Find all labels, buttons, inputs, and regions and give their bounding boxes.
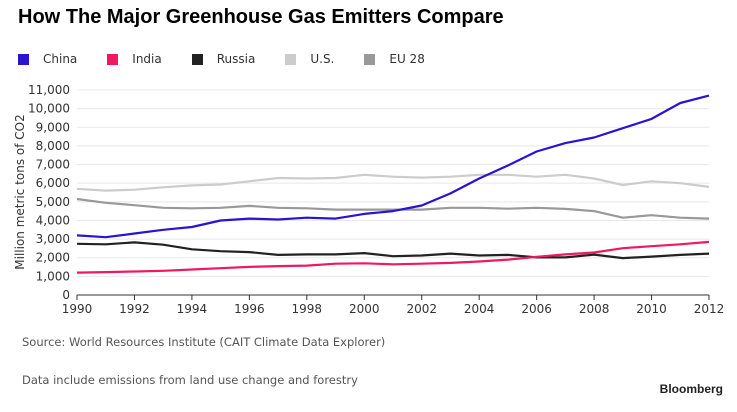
y-tick-label: 11,000 bbox=[28, 83, 70, 97]
legend-label: Russia bbox=[216, 52, 256, 66]
x-tick-label: 1998 bbox=[292, 302, 323, 316]
x-tick-label: 2004 bbox=[464, 302, 495, 316]
y-tick-label: 6,000 bbox=[36, 176, 70, 190]
legend: China India Russia U.S. EU 28 bbox=[18, 52, 455, 66]
legend-item: Russia bbox=[191, 52, 256, 66]
bloomberg-logo: Bloomberg bbox=[659, 382, 723, 396]
legend-item: U.S. bbox=[285, 52, 334, 66]
series-line-u-s- bbox=[76, 173, 710, 192]
legend-label: India bbox=[132, 52, 162, 66]
footnote: Data include emissions from land use cha… bbox=[22, 373, 358, 387]
source-note: Source: World Resources Institute (CAIT … bbox=[22, 335, 386, 349]
x-tick-label: 1992 bbox=[119, 302, 150, 316]
x-tick-label: 2002 bbox=[406, 302, 437, 316]
series-line-india bbox=[76, 240, 710, 274]
y-tick-label: 4,000 bbox=[36, 213, 70, 227]
x-tick-label: 2000 bbox=[349, 302, 380, 316]
legend-label: EU 28 bbox=[389, 52, 425, 66]
legend-label: China bbox=[43, 52, 78, 66]
legend-item: EU 28 bbox=[364, 52, 425, 66]
legend-label: U.S. bbox=[310, 52, 335, 66]
x-tick-label: 2008 bbox=[579, 302, 610, 316]
legend-swatch bbox=[18, 53, 29, 65]
x-tick-label: 1990 bbox=[62, 302, 93, 316]
x-tick-label: 2010 bbox=[636, 302, 667, 316]
y-tick-label: 5,000 bbox=[36, 195, 70, 209]
y-tick-label: 2,000 bbox=[36, 251, 70, 265]
y-tick-label: 1,000 bbox=[36, 269, 70, 283]
y-tick-label: 0 bbox=[62, 288, 70, 302]
series-line-eu-28 bbox=[76, 197, 710, 220]
series-line-china bbox=[76, 94, 710, 239]
y-tick-label: 8,000 bbox=[36, 139, 70, 153]
legend-swatch bbox=[107, 53, 119, 65]
x-tick-label: 2012 bbox=[694, 302, 725, 316]
y-axis-label: Million metric tons of CO2 bbox=[13, 114, 27, 269]
legend-swatch bbox=[191, 53, 203, 65]
chart-title: How The Major Greenhouse Gas Emitters Co… bbox=[18, 6, 504, 28]
series-line-russia bbox=[76, 241, 710, 260]
legend-item: India bbox=[107, 52, 162, 66]
y-tick-label: 3,000 bbox=[36, 232, 70, 246]
y-tick-label: 10,000 bbox=[28, 102, 70, 116]
x-tick-label: 1996 bbox=[234, 302, 265, 316]
x-tick-label: 2006 bbox=[521, 302, 552, 316]
legend-swatch bbox=[364, 53, 376, 65]
x-tick-label: 1994 bbox=[177, 302, 208, 316]
y-tick-label: 9,000 bbox=[36, 120, 70, 134]
y-tick-label: 7,000 bbox=[36, 158, 70, 172]
legend-item: China bbox=[18, 52, 77, 66]
legend-swatch bbox=[285, 53, 297, 65]
